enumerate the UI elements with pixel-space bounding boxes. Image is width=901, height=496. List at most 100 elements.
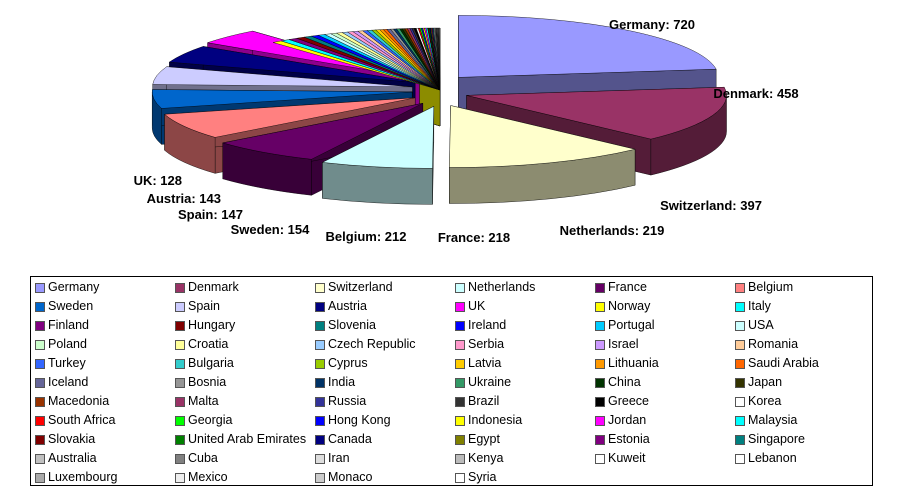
legend-swatch xyxy=(455,454,465,464)
data-label-germany: Germany: 720 xyxy=(609,17,695,32)
legend-label: Singapore xyxy=(748,432,805,446)
legend-label: Norway xyxy=(608,299,651,313)
legend-swatch xyxy=(735,302,745,312)
legend-label: Ireland xyxy=(468,318,507,332)
legend-swatch xyxy=(595,302,605,312)
legend-label: Israel xyxy=(608,337,639,351)
legend-swatch xyxy=(735,283,745,293)
legend-label: Jordan xyxy=(608,413,647,427)
legend-swatch xyxy=(455,321,465,331)
legend-swatch xyxy=(35,454,45,464)
legend-swatch xyxy=(175,473,185,483)
legend-swatch xyxy=(455,416,465,426)
legend-swatch xyxy=(175,416,185,426)
legend-label: Lithuania xyxy=(608,356,659,370)
data-label-belgium: Belgium: 212 xyxy=(326,229,407,244)
legend-label: Canada xyxy=(328,432,372,446)
legend-swatch xyxy=(315,454,325,464)
legend-label: Finland xyxy=(48,318,89,332)
legend-label: Mexico xyxy=(188,470,228,484)
legend-swatch xyxy=(35,283,45,293)
legend-swatch xyxy=(315,378,325,388)
pie-slice-netherlands xyxy=(321,106,434,169)
legend-swatch xyxy=(735,321,745,331)
legend-swatch xyxy=(595,435,605,445)
legend-label: Malta xyxy=(188,394,219,408)
legend-swatch xyxy=(35,416,45,426)
legend-label: Monaco xyxy=(328,470,373,484)
pie-slice-sweden xyxy=(152,89,413,109)
legend-label: Turkey xyxy=(48,356,86,370)
data-label-france: France: 218 xyxy=(438,230,510,245)
legend-swatch xyxy=(735,435,745,445)
legend-swatch xyxy=(175,359,185,369)
legend-label: Hungary xyxy=(188,318,236,332)
legend-swatch xyxy=(175,378,185,388)
legend-swatch xyxy=(35,321,45,331)
legend-swatch xyxy=(455,378,465,388)
data-label-austria: Austria: 143 xyxy=(147,191,221,206)
legend-label: Iran xyxy=(328,451,350,465)
legend-swatch xyxy=(595,397,605,407)
legend-label: China xyxy=(608,375,641,389)
pie-slice-syria xyxy=(439,27,441,91)
legend-swatch xyxy=(735,359,745,369)
legend-swatch xyxy=(35,302,45,312)
legend-label: Bosnia xyxy=(188,375,227,389)
pie-slice-spain xyxy=(152,66,413,88)
pie-slice-rim xyxy=(322,162,433,205)
legend-swatch xyxy=(455,473,465,483)
legend-label: Cuba xyxy=(188,451,218,465)
legend-swatch xyxy=(735,416,745,426)
legend-label: UK xyxy=(468,299,486,313)
legend-swatch xyxy=(315,397,325,407)
legend-label: Cyprus xyxy=(328,356,368,370)
pie-slice-germany xyxy=(458,15,717,78)
legend-label: Kuweit xyxy=(608,451,646,465)
legend-label: Romania xyxy=(748,337,799,351)
data-label-uk: UK: 128 xyxy=(134,173,182,188)
legend-swatch xyxy=(315,435,325,445)
legend-label: Austria xyxy=(328,299,367,313)
legend-swatch xyxy=(735,454,745,464)
legend-label: Spain xyxy=(188,299,220,313)
pie-labels-group: Germany: 720 Denmark: 458 Switzerland: 397… xyxy=(134,17,799,245)
legend-swatch xyxy=(35,473,45,483)
legend-swatch xyxy=(315,359,325,369)
legend-label: Hong Kong xyxy=(328,413,391,427)
pie-slice-belgium xyxy=(164,97,416,138)
legend-swatch xyxy=(735,397,745,407)
data-label-denmark: Denmark: 458 xyxy=(713,86,798,101)
legend-label: Kenya xyxy=(468,451,504,465)
legend-swatch xyxy=(315,340,325,350)
legend-swatch xyxy=(595,321,605,331)
legend-swatch xyxy=(175,283,185,293)
data-label-switzerland: Switzerland: 397 xyxy=(660,198,762,213)
legend-swatch xyxy=(175,340,185,350)
legend-swatch xyxy=(315,321,325,331)
legend-label: Macedonia xyxy=(48,394,110,408)
legend-label: Lebanon xyxy=(748,451,797,465)
legend-label: Czech Republic xyxy=(328,337,416,351)
legend-label: Iceland xyxy=(48,375,89,389)
data-label-spain: Spain: 147 xyxy=(178,207,243,222)
legend-swatch xyxy=(35,397,45,407)
legend-swatch xyxy=(455,397,465,407)
legend-label: Slovakia xyxy=(48,432,96,446)
legend-swatch xyxy=(315,416,325,426)
legend-label: Belgium xyxy=(748,280,794,294)
legend-label: Luxembourg xyxy=(48,470,118,484)
legend-swatch xyxy=(455,359,465,369)
legend-label: France xyxy=(608,280,647,294)
legend-swatch xyxy=(455,302,465,312)
legend-label: Saudi Arabia xyxy=(748,356,819,370)
legend-swatch xyxy=(35,435,45,445)
pie-slice-austria xyxy=(168,46,416,83)
legend-label: Netherlands xyxy=(468,280,536,294)
legend-swatch xyxy=(595,359,605,369)
legend-swatch xyxy=(315,473,325,483)
data-label-netherlands: Netherlands: 219 xyxy=(560,223,665,238)
data-label-sweden: Sweden: 154 xyxy=(231,222,311,237)
legend-label: Poland xyxy=(48,337,87,351)
legend-label: Indonesia xyxy=(468,413,523,427)
